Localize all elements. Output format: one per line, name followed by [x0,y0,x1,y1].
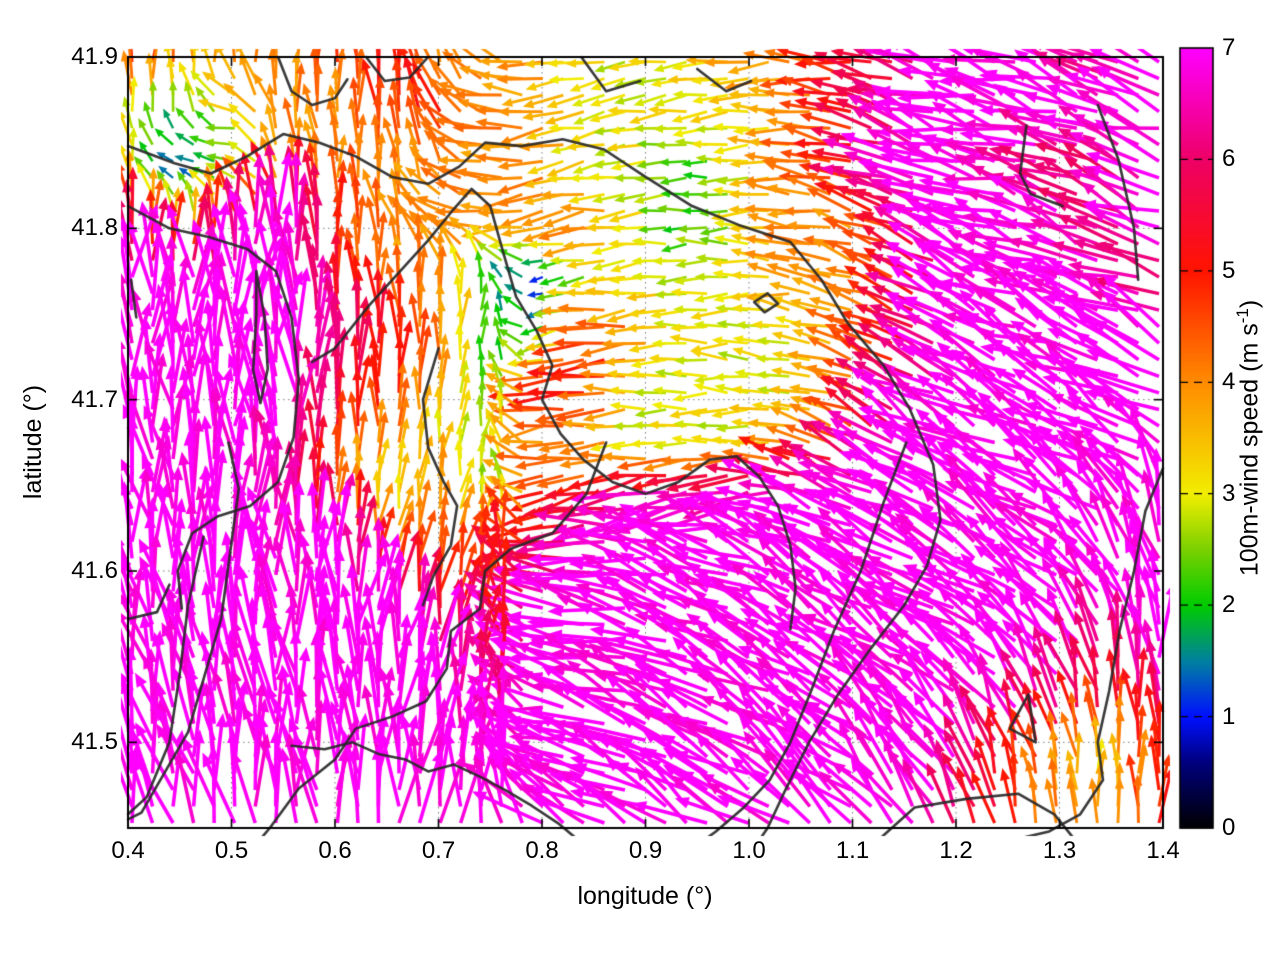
y-tick-label: 41.9 [71,43,118,70]
colorbar-tick-label: 7 [1222,34,1236,61]
colorbar-title-text: 100m-wind speed (m s [1235,323,1264,577]
x-tick-label: 1.2 [939,837,973,864]
x-tick-label: 0.9 [628,837,663,864]
colorbar-tick-label: 0 [1222,814,1236,841]
x-tick-label: 1.0 [732,837,766,864]
y-tick-label: 41.6 [71,557,118,584]
y-axis-title: latitude (°) [19,384,47,500]
x-tick-label: 0.6 [318,837,352,864]
colorbar-tick-label: 1 [1222,702,1236,730]
colorbar-tick-label: 4 [1222,368,1236,396]
colorbar-title-close: ) [1235,299,1264,309]
colorbar-title: 100m-wind speed (m s-1) [1233,218,1263,658]
colorbar-tick-label: 5 [1222,256,1236,284]
x-tick-label: 0.5 [214,837,249,864]
y-tick-label: 41.8 [71,214,118,242]
x-tick-label: 1.1 [835,837,870,864]
x-tick-label: 1.3 [1042,837,1077,864]
y-tick-label: 41.7 [71,385,118,413]
x-tick-label: 0.4 [111,837,145,864]
colorbar-tick-label: 2 [1222,591,1236,619]
colorbar-tick-label: 6 [1222,145,1236,173]
colorbar-title-superscript: -1 [1233,308,1252,324]
y-tick-label: 41.5 [71,728,118,756]
x-tick-label: 1.4 [1146,837,1180,864]
x-axis-title: longitude (°) [577,882,713,910]
colorbar-tick-label: 3 [1222,479,1236,507]
x-tick-label: 0.8 [525,837,559,864]
x-tick-label: 0.7 [421,837,456,864]
